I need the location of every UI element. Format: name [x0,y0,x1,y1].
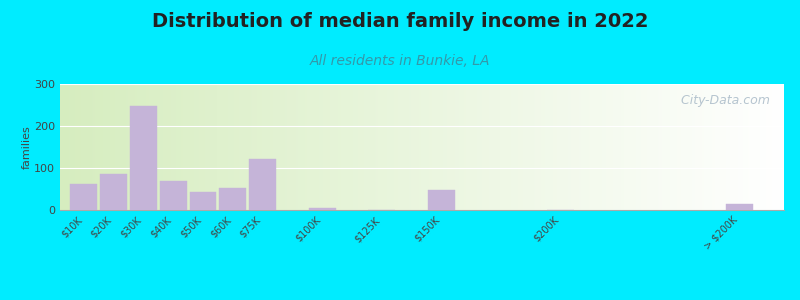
Y-axis label: families: families [22,125,31,169]
Bar [249,159,276,210]
Text: City-Data.com: City-Data.com [673,94,770,107]
Bar [70,184,98,210]
Bar [100,174,127,210]
Bar [160,182,186,210]
Bar [726,204,753,210]
Bar [219,188,246,210]
Text: Distribution of median family income in 2022: Distribution of median family income in … [152,12,648,31]
Bar [428,190,454,210]
Bar [130,106,157,210]
Bar [190,192,217,210]
Bar [309,208,335,210]
Text: All residents in Bunkie, LA: All residents in Bunkie, LA [310,54,490,68]
